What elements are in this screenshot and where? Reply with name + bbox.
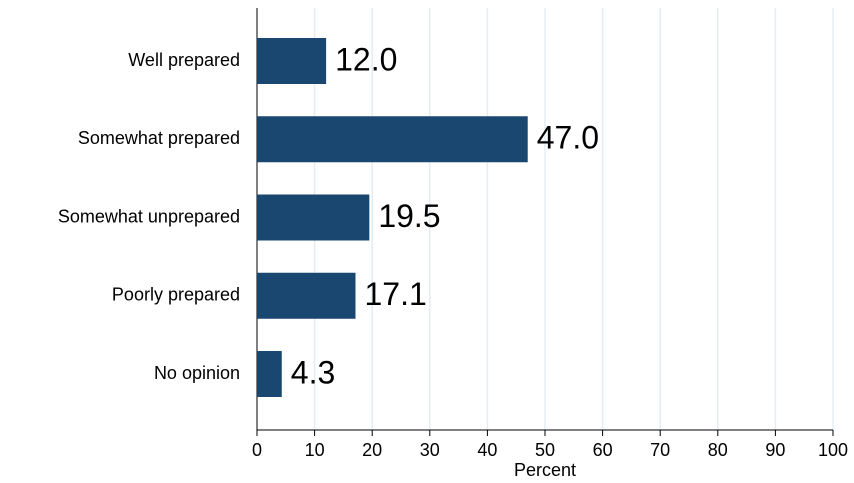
bar [257, 116, 528, 163]
value-label: 17.1 [364, 276, 426, 312]
value-label: 4.3 [291, 354, 335, 390]
x-tick-label: 0 [252, 440, 262, 460]
bar [257, 351, 282, 397]
x-tick-label: 40 [477, 440, 497, 460]
bar [257, 38, 327, 84]
x-tick-label: 30 [420, 440, 440, 460]
x-tick-label: 50 [535, 440, 555, 460]
x-tick-label: 90 [765, 440, 785, 460]
value-label: 19.5 [378, 198, 440, 234]
x-tick-label: 60 [593, 440, 613, 460]
x-axis-label: Percent [514, 460, 576, 480]
value-label: 47.0 [537, 120, 599, 156]
bar [257, 272, 356, 319]
y-tick-label: Well prepared [128, 50, 240, 70]
y-tick-label: Somewhat prepared [78, 128, 240, 148]
x-tick-label: 70 [650, 440, 670, 460]
value-label: 12.0 [335, 41, 397, 77]
x-tick-label: 100 [818, 440, 848, 460]
x-tick-label: 10 [305, 440, 325, 460]
y-tick-label: Poorly prepared [112, 285, 240, 305]
x-tick-label: 80 [708, 440, 728, 460]
y-tick-label: Somewhat unprepared [58, 206, 240, 226]
bar [257, 194, 370, 241]
x-tick-label: 20 [362, 440, 382, 460]
y-tick-label: No opinion [154, 363, 240, 383]
